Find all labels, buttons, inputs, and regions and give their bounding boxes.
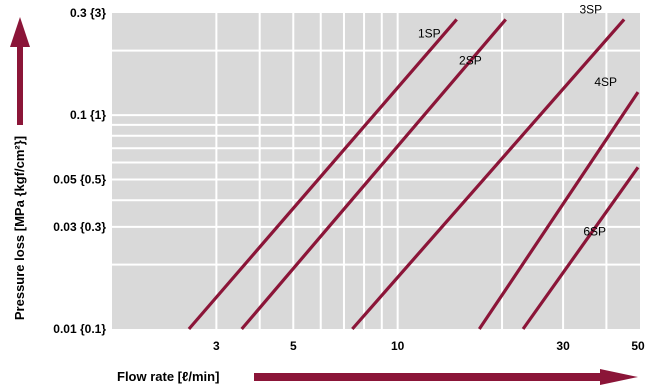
series-label-1sp: 1SP [418,26,441,40]
y-tick-label: 0.1 {1} [70,108,106,122]
x-tick-label: 3 [213,339,220,353]
series-line-1sp [187,18,458,331]
grid [112,13,640,329]
x-axis-title: Flow rate [ℓ/min] [117,369,219,384]
x-tick-label: 30 [556,339,570,353]
x-tick-label: 50 [631,339,645,353]
y-tick-label: 0.03 {0.3} [53,220,106,234]
series-label-3sp: 3SP [579,2,602,16]
y-tick-label: 0.05 {0.5} [53,172,106,186]
x-tick-labels: 3 5 10 30 50 [213,339,645,353]
x-tick-label: 10 [391,339,405,353]
series-lines [187,18,640,331]
x-axis-arrow-icon [254,369,638,385]
series-line-2sp [240,18,507,331]
y-axis-arrow-icon [10,17,30,125]
y-tick-label: 0.01 {0.1} [53,322,106,336]
series-line-4sp [477,91,640,330]
series-line-3sp [351,18,626,331]
x-tick-label: 5 [290,339,297,353]
series-label-4sp: 4SP [594,75,617,89]
y-tick-label: 0.3 {3} [70,6,106,20]
series-labels: 1SP 2SP 3SP 4SP 6SP [418,2,617,238]
y-tick-labels: 0.01 {0.1} 0.03 {0.3} 0.05 {0.5} 0.1 {1} 0.3… [53,6,106,336]
series-line-6sp [521,166,640,330]
y-axis-title: Pressure loss [MPa {kgf/cm²}] [12,136,27,320]
series-label-2sp: 2SP [459,53,482,67]
series-label-6sp: 6SP [583,224,606,238]
